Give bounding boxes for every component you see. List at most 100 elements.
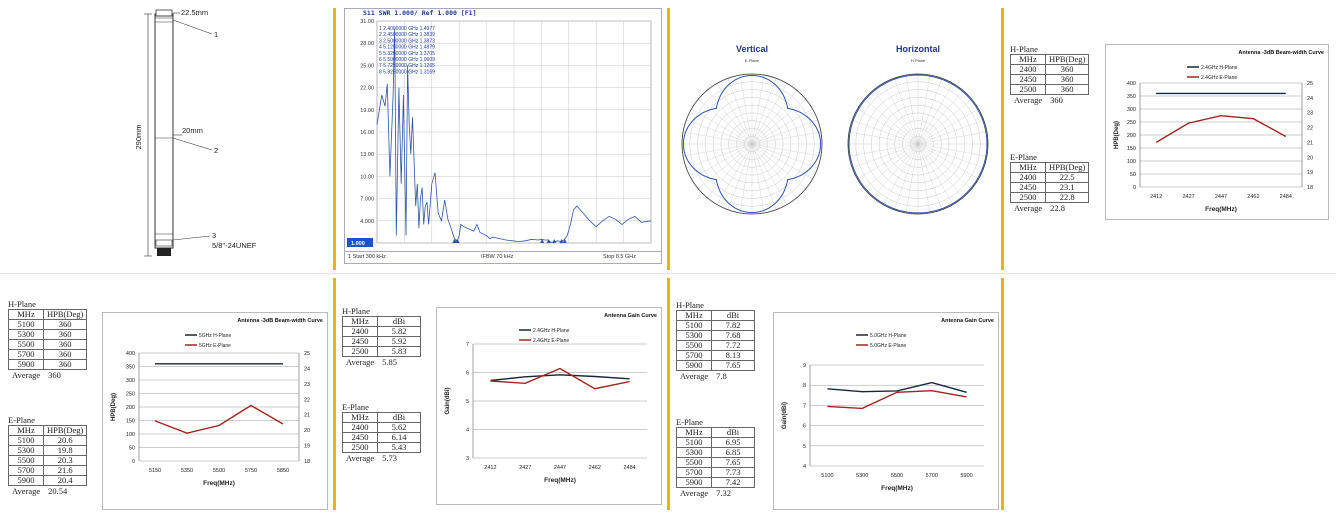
antenna-base [155,239,173,247]
vswr-ref-label: 1.000 [351,241,365,247]
table-cell: 2450 [342,432,378,443]
vswr-y-tick: 10.00 [360,174,374,180]
table-row: 2500 5.43 [342,442,421,453]
y-tick-label: 350 [126,365,135,371]
vswr-y-tick: 25.00 [360,63,374,69]
polar-spoke [852,143,919,169]
table-h-plane-hpb-5: H-Plane MHz HPB(Deg) 5100 360 5300 360 5500 360 5… [8,299,88,380]
legend-label: 2.4GHz E-Plane [1201,75,1237,81]
table-title: E-Plane [1010,152,1037,162]
vswr-y-tick: 22.00 [360,86,374,92]
table-header-cell: MHz [342,412,378,423]
horizontal-title: Horizontal [896,44,940,54]
polar-spoke [917,78,943,145]
table-row: 2500 360 [1010,84,1090,95]
polar-spoke [686,119,753,145]
vswr-header-text: S11 SWR 1.000/ Ref 1.000 [F1] [363,9,477,17]
y-tick-label: 300 [126,378,135,384]
chart-title: Antenna Gain Curve [604,313,657,319]
legend-label: 2.4GHz E-Plane [533,338,569,344]
polar-spoke [683,143,753,157]
polar-spoke [751,143,788,205]
x-tick-label: 5500 [213,468,225,474]
y2-tick-label: 20 [1307,155,1313,161]
table-row: 5500 360 [8,339,88,350]
series-line-1 [154,404,284,434]
data-table: MHz dBi 5100 6.95 5300 6.85 5500 7.65 5700 7.73 59… [676,427,755,488]
table-h-plane-gain-5: H-Plane MHz dBi 5100 7.82 5300 7.68 5500 7.72 570… [676,300,755,381]
table-cell: 5900 [8,359,44,370]
y-tick-label: 7 [803,403,806,409]
y-tick-label: 400 [1127,81,1136,87]
polar-spoke [917,143,984,169]
polar-spoke [917,108,979,145]
table-cell: 2500 [342,346,378,357]
polar-spoke [917,143,931,213]
y-tick-label: 0 [1133,185,1136,191]
polar-spoke [849,131,919,145]
table-cell: 22.8 [1044,192,1090,203]
table-cell: 5500 [676,340,712,351]
polar-spoke [706,90,753,145]
vswr-footer-start: 1 Start 300 kHz [348,254,386,260]
average-row: Average 5.85 [342,357,421,367]
average-label: Average [346,357,375,367]
data-table: MHz dBi 2400 5.82 2450 5.92 2500 5.83 [342,316,421,357]
dim-length: 290mm [134,124,143,149]
divider-5 [667,278,670,510]
table-cell: 5300 [676,447,712,458]
polar-spoke [917,83,954,145]
vswr-footer-ifbw: IFBW 70 kHz [481,254,514,260]
table-cell: 7.68 [711,330,755,341]
y-tick-label: 200 [126,405,135,411]
polar-spoke [751,143,806,190]
chart-title: Antenna -3dB Beam-width Curve [1238,50,1324,56]
callout-2: 2 [214,146,218,155]
table-row: 5100 7.82 [676,320,755,331]
table-header-cell: MHz [8,425,44,436]
chart-box-gain24: Antenna Gain Curve 2.4GHz H-Plane 2.4GHz E… [436,307,662,505]
table-cell: 5.82 [377,326,421,337]
table-cell: 5.43 [377,442,421,453]
y-tick-label: 5 [803,444,806,450]
polar-spoke [698,98,753,145]
polar-spoke [716,143,753,205]
polar-spoke [917,143,972,190]
polar-spoke [751,143,765,213]
polar-spoke [864,143,919,190]
polar-spoke [727,143,753,210]
table-cell: 5700 [676,350,712,361]
vswr-marker-triangle [552,239,557,243]
polar-spoke [751,83,788,145]
polar-spoke [727,78,753,145]
radiation-patterns: Vertical Horizontal E-Plane H-Plane [681,44,989,215]
table-title: E-Plane [676,417,703,427]
table-row: 5900 20.4 [8,475,88,486]
series-line-1 [1155,114,1287,144]
vswr-marker-triangle [559,239,564,243]
table-cell: 5900 [676,360,712,371]
table-cell: 360 [42,319,88,330]
polar-spoke [751,143,821,157]
x-tick-label: 2412 [484,465,496,471]
y2-tick-label: 19 [304,444,310,450]
x-tick-label: 2484 [623,465,635,471]
table-cell: 7.82 [711,320,755,331]
polar-spoke [751,98,806,145]
table-cell: 2400 [1010,64,1046,75]
table-row: 2500 22.8 [1010,192,1090,203]
table-cell: 5.83 [377,346,421,357]
average-label: Average [680,488,709,498]
y2-tick-label: 23 [1307,111,1313,117]
table-cell: 5700 [8,349,44,360]
table-row: 5700 21.6 [8,465,88,476]
polar-spoke [751,119,818,145]
chart-bw5: Antenna -3dB Beam-width Curve 5GHz H-Plan… [111,318,323,487]
y-axis-label: HPB(Deg) [1114,121,1120,149]
table-h-plane-gain-24: H-Plane MHz dBi 2400 5.82 2450 5.92 2500 5.83 Ave… [342,306,421,367]
polar-spoke [698,143,753,190]
polar-spoke [706,143,753,198]
polar-spoke [864,98,919,145]
vswr-y-tick: 4.000 [360,219,374,225]
series-line-1 [490,367,630,390]
